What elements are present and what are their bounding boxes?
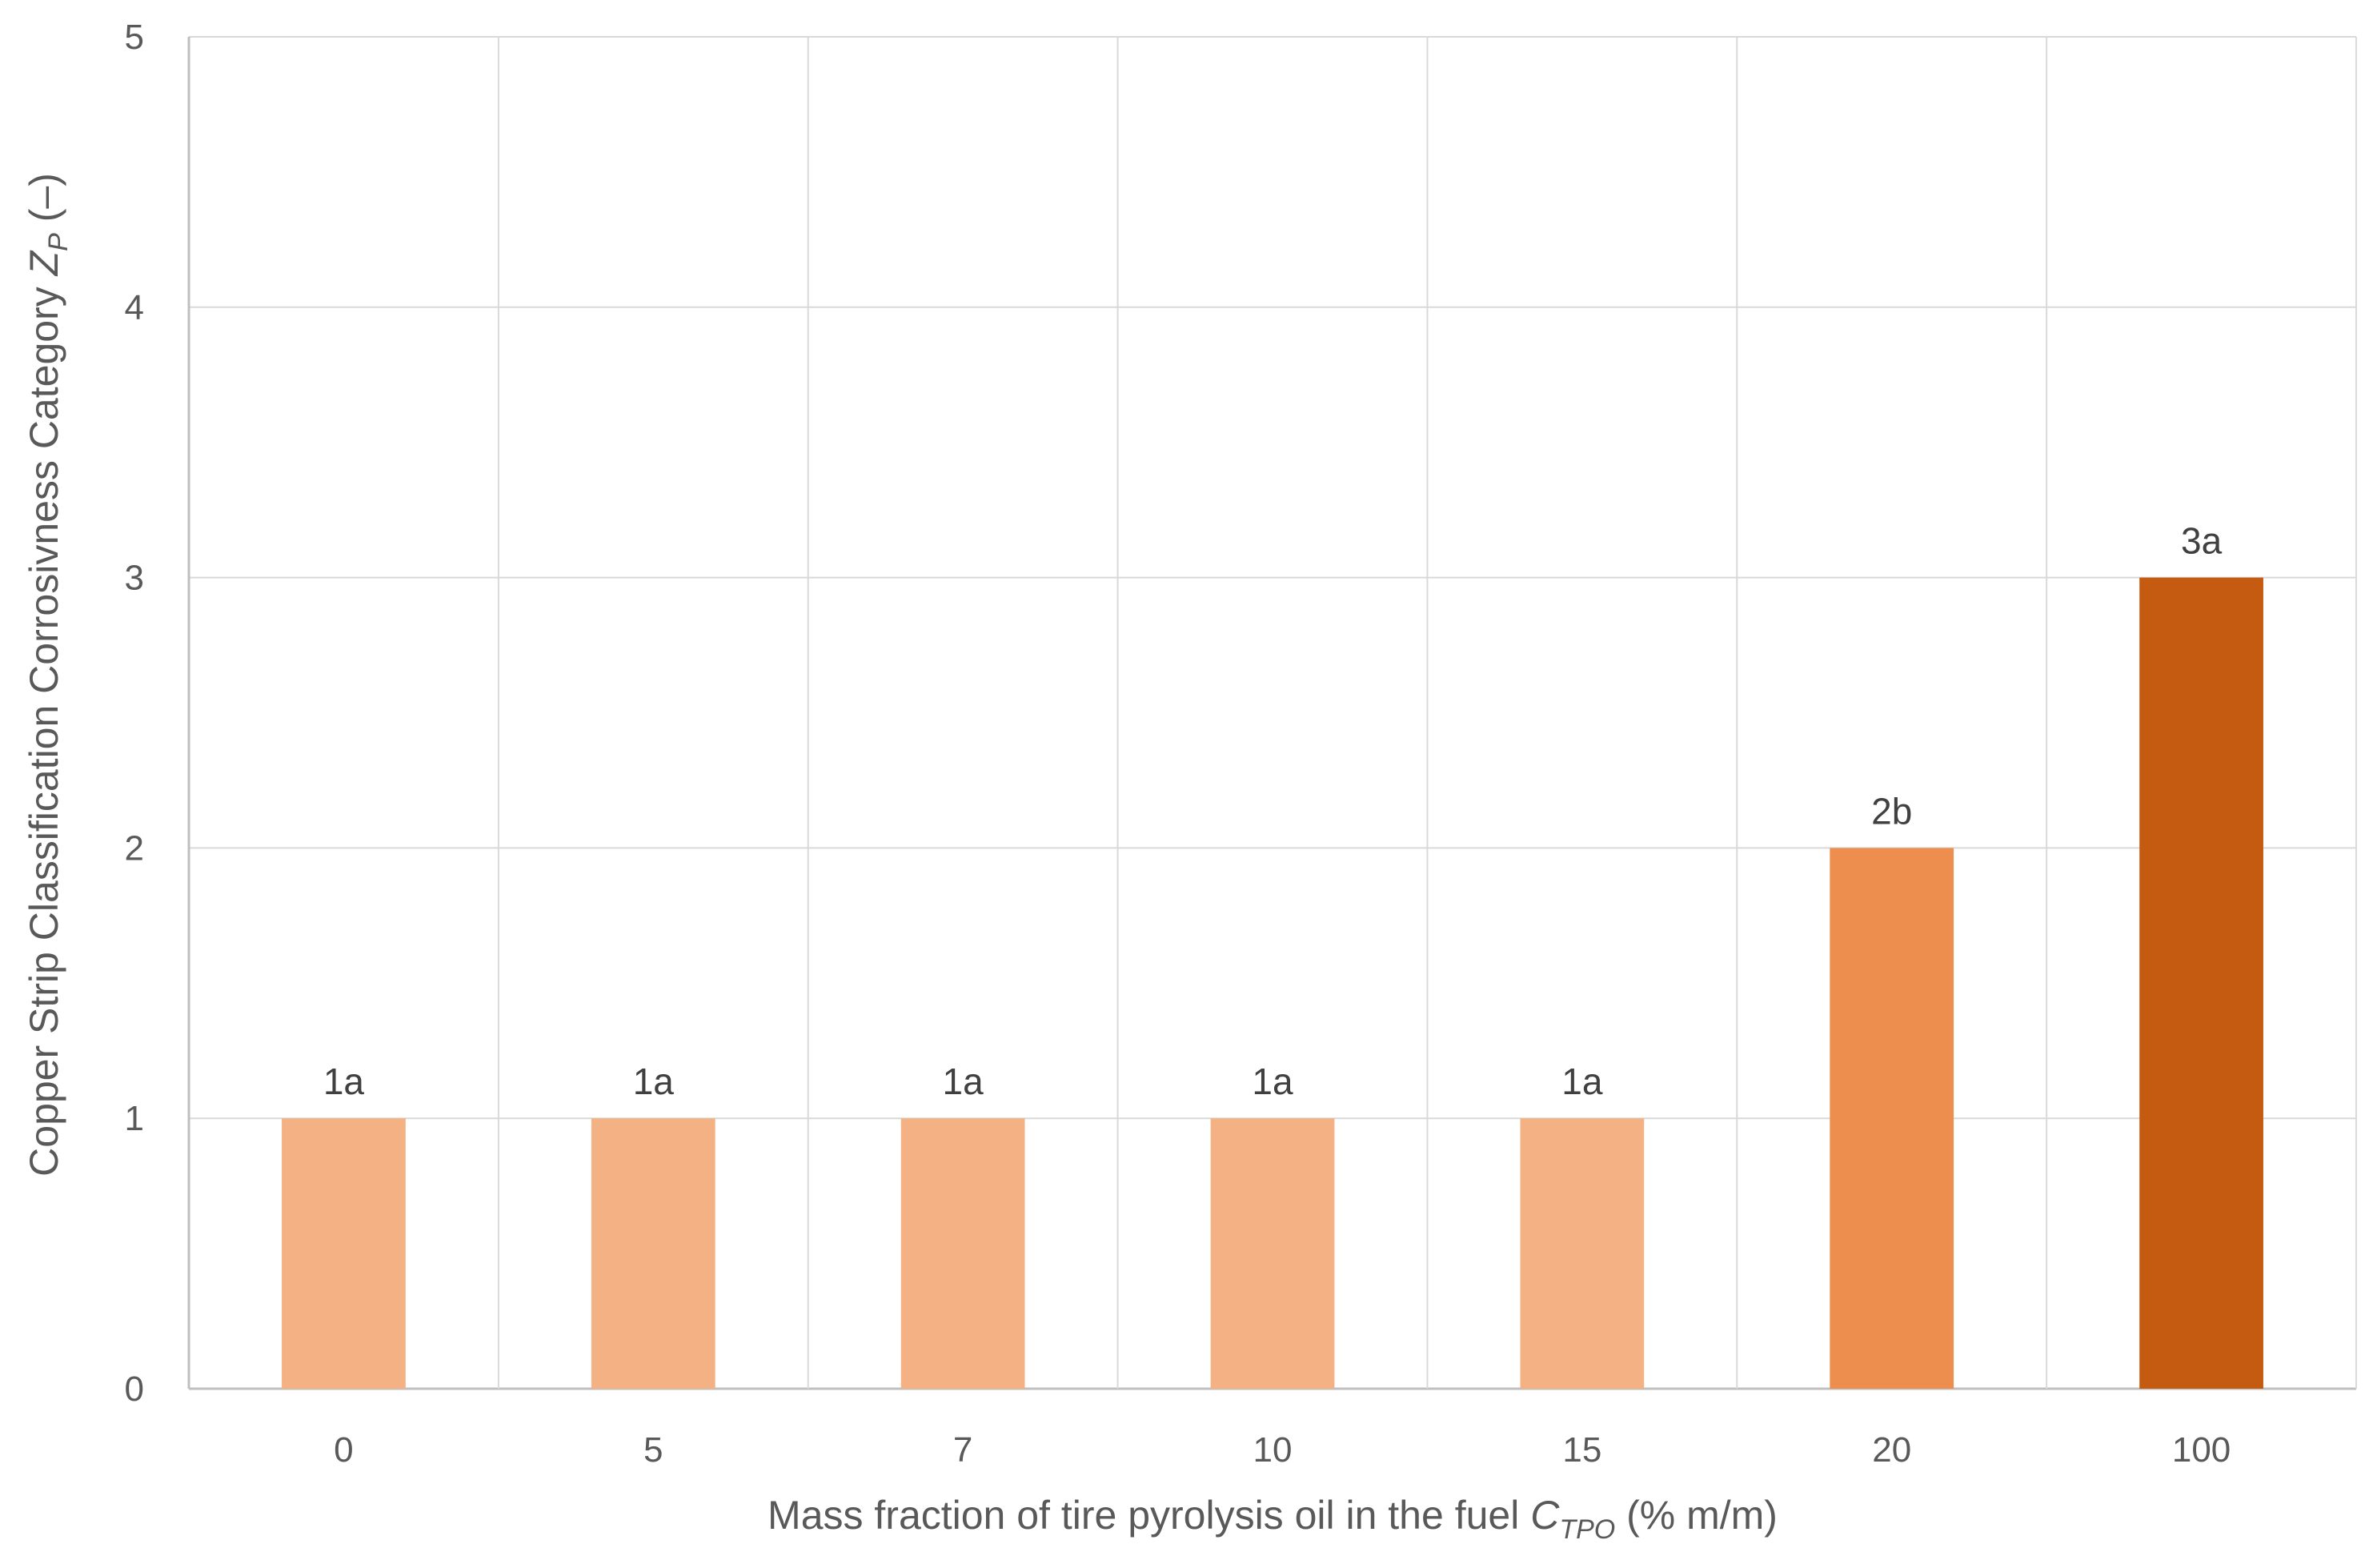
data-label: 1a	[1252, 1061, 1293, 1102]
bars	[282, 577, 2263, 1389]
y-tick-label: 5	[125, 18, 144, 57]
x-tick-label: 15	[1562, 1430, 1601, 1470]
bar	[1830, 848, 1954, 1389]
data-labels: 1a 1a 1a 1a 1a 2b 3a	[323, 520, 2223, 1103]
data-label: 1a	[633, 1061, 675, 1102]
bar	[282, 1118, 406, 1389]
bar	[1520, 1118, 1645, 1389]
x-axis-title-symbol: C	[1530, 1493, 1560, 1538]
bar	[2139, 577, 2263, 1389]
x-tick-label: 5	[643, 1430, 663, 1470]
x-tick-label: 0	[334, 1430, 353, 1470]
bar	[900, 1118, 1025, 1389]
x-tick-label: 10	[1253, 1430, 1293, 1470]
x-axis-title-prefix: Mass fraction of tire pyrolysis oil in t…	[768, 1493, 1530, 1538]
y-tick-label: 3	[125, 559, 144, 598]
x-axis-ticks: 0 5 7 10 15 20 100	[334, 1430, 2231, 1470]
x-tick-label: 100	[2172, 1430, 2231, 1470]
bar	[1210, 1118, 1335, 1389]
x-axis-title-suffix: (% m/m)	[1615, 1493, 1778, 1538]
y-axis-title-suffix: (–)	[22, 173, 66, 233]
y-axis-ticks: 0 1 2 3 4 5	[125, 18, 144, 1409]
data-label: 1a	[323, 1061, 365, 1102]
gridlines	[187, 36, 2357, 1390]
x-tick-label: 20	[1872, 1430, 1911, 1470]
x-tick-label: 7	[953, 1430, 972, 1470]
x-axis-title: Mass fraction of tire pyrolysis oil in t…	[768, 1493, 1778, 1545]
y-axis-title: Copper Strip Classification Corrosivness…	[22, 173, 74, 1177]
y-tick-label: 4	[125, 288, 144, 327]
y-axis-title-prefix: Copper Strip Classification Corrosivness…	[22, 275, 66, 1176]
data-label: 2b	[1871, 790, 1912, 832]
bar	[591, 1118, 716, 1389]
y-tick-label: 1	[125, 1099, 144, 1138]
data-label: 1a	[1561, 1061, 1603, 1102]
y-tick-label: 2	[125, 828, 144, 868]
data-label: 3a	[2181, 520, 2223, 562]
data-label: 1a	[943, 1061, 984, 1102]
y-tick-label: 0	[125, 1369, 144, 1409]
y-axis-title-symbol: Z	[22, 250, 66, 276]
x-axis-title-subscript: TPO	[1559, 1514, 1615, 1545]
y-axis-title-subscript: P	[43, 233, 74, 251]
